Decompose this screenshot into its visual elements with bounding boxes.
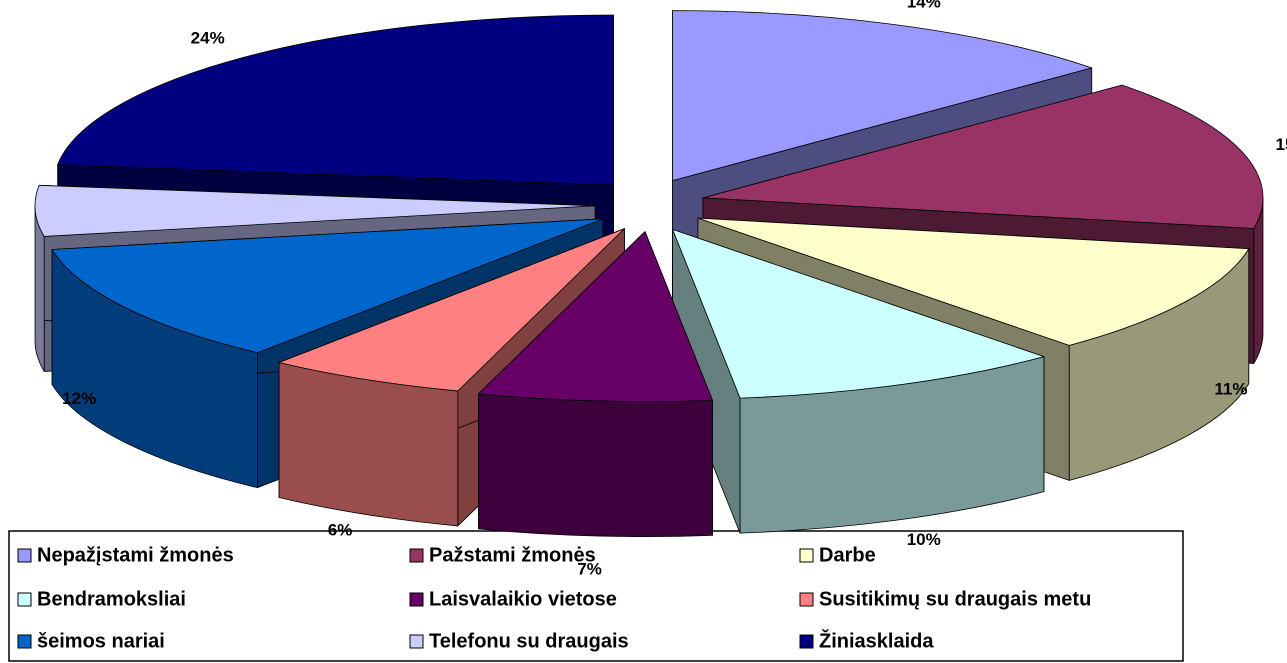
data-label: 7% — [577, 560, 602, 579]
legend-swatch — [409, 592, 424, 607]
legend-label: Susitikimų su draugais metu — [819, 588, 1091, 610]
data-label: 11% — [1214, 380, 1247, 399]
slice — [34, 184, 596, 237]
legend-label: Nepažįstami žmonės — [37, 544, 234, 566]
legend-label: šeimos nariai — [37, 630, 165, 652]
legend-label: Žiniasklaida — [819, 628, 934, 652]
legend-swatch — [409, 634, 424, 649]
legend-label: Pažstami žmonės — [429, 544, 596, 566]
data-label: 12% — [62, 389, 96, 408]
legend-label: Darbe — [819, 544, 876, 566]
legend-swatch — [409, 548, 424, 563]
legend-swatch — [17, 634, 32, 649]
data-label: 10% — [907, 530, 941, 549]
legend-box — [8, 530, 1184, 662]
slice — [278, 228, 625, 392]
slice — [478, 231, 713, 402]
legend-swatch — [799, 548, 814, 563]
legend-label: Bendramoksliai — [37, 588, 186, 610]
data-label: 24% — [191, 29, 225, 48]
legend-swatch — [799, 634, 814, 649]
legend-swatch — [17, 548, 32, 563]
slice — [57, 14, 614, 186]
slice — [51, 218, 604, 354]
slice — [672, 228, 1045, 399]
legend-swatch — [799, 592, 814, 607]
data-label: 14% — [907, 0, 941, 11]
slice-side — [478, 393, 713, 537]
slice — [672, 10, 1093, 182]
legend-label: Laisvalaikio vietose — [429, 588, 617, 610]
data-label: 15% — [1275, 135, 1287, 154]
slice — [697, 217, 1250, 346]
data-label: 6% — [328, 520, 353, 539]
legend-label: Telefonu su draugais — [429, 630, 629, 652]
slice — [702, 84, 1264, 229]
legend-swatch — [17, 592, 32, 607]
